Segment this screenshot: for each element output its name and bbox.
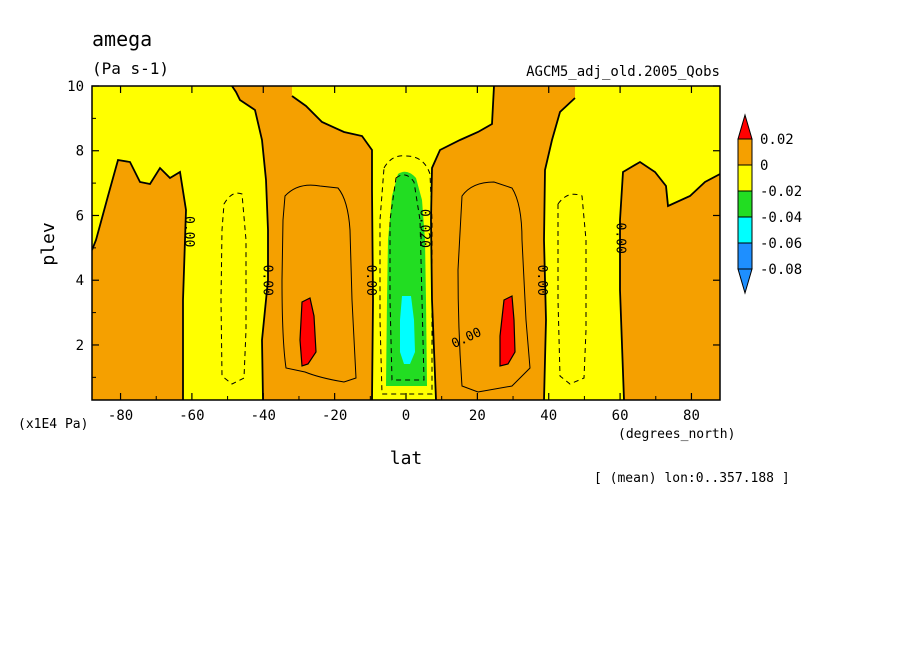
x-tick-label: -80 [108, 408, 133, 424]
contour-label: 0.00 [259, 265, 274, 296]
colorbar-max-arrow [737, 113, 753, 140]
x-tick-label: 0 [402, 408, 410, 424]
positive-maximum-southern [299, 297, 317, 367]
x-tick-label: -60 [179, 408, 204, 424]
y-tick-label: 2 [76, 338, 84, 354]
x-tick-label: 80 [683, 408, 700, 424]
contour-label: 0.00 [181, 216, 196, 247]
negative-region-southern [92, 86, 268, 400]
colorbar-swatch [737, 190, 753, 218]
y-axis-title: plev [38, 222, 59, 265]
colorbar-min-arrow [737, 268, 753, 295]
zero-contours [92, 86, 720, 400]
chart-units: (Pa s-1) [92, 59, 169, 78]
dataset-label: AGCM5_adj_old.2005_Qobs [526, 64, 720, 80]
contour-label: 0.020 [416, 209, 431, 248]
x-tick-label: 20 [469, 408, 486, 424]
contour-label: 0.00 [613, 222, 628, 253]
x-axis-title: lat [390, 448, 423, 469]
negative-region-northern [544, 86, 720, 400]
colorbar-level-label: -0.02 [760, 184, 802, 200]
strongest-ascent-region [400, 296, 415, 364]
y-tick-label: 6 [76, 208, 84, 224]
colorbar-level-label: -0.06 [760, 236, 802, 252]
strong-ascent-region [386, 171, 427, 386]
y-axis: 2 4 6 8 10 [67, 79, 720, 378]
colorbar-swatch [737, 164, 753, 192]
x-axis: -80 -60 -40 -20 0 20 40 60 80 [108, 86, 700, 424]
contour-label: 0.00 [534, 265, 549, 296]
colorbar-level-label: -0.08 [760, 262, 802, 278]
x-tick-label: -20 [322, 408, 347, 424]
y-tick-label: 4 [76, 273, 84, 289]
y-tick-label: 10 [67, 79, 84, 95]
colorbar-level-label: 0.02 [760, 132, 794, 148]
colorbar-level-label: 0 [760, 158, 768, 174]
positive-contours [281, 181, 531, 393]
colorbar-swatch [737, 216, 753, 244]
colorbar-legend: 0.02 0 -0.02 -0.04 -0.06 -0.08 [737, 113, 802, 295]
x-tick-label: 60 [612, 408, 629, 424]
x-unit-label: (degrees_north) [618, 427, 735, 442]
x-tick-label: -40 [251, 408, 276, 424]
colorbar-swatch [737, 138, 753, 166]
x-tick-label: 40 [540, 408, 557, 424]
averaging-note: [ (mean) lon:0..357.188 ] [594, 471, 790, 486]
colorbar-level-label: -0.04 [760, 210, 802, 226]
positive-maximum-northern [499, 295, 516, 367]
y-unit-label: (x1E4 Pa) [18, 417, 88, 432]
y-tick-label: 8 [76, 144, 84, 160]
chart-title: amega [92, 27, 152, 51]
colorbar-swatch [737, 242, 753, 270]
negative-contours [220, 155, 587, 395]
contour-label: 0.00 [363, 265, 378, 296]
